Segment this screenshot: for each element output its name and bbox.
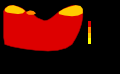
Polygon shape [26,10,36,15]
Polygon shape [5,5,25,14]
Polygon shape [59,5,83,16]
Polygon shape [4,5,83,51]
